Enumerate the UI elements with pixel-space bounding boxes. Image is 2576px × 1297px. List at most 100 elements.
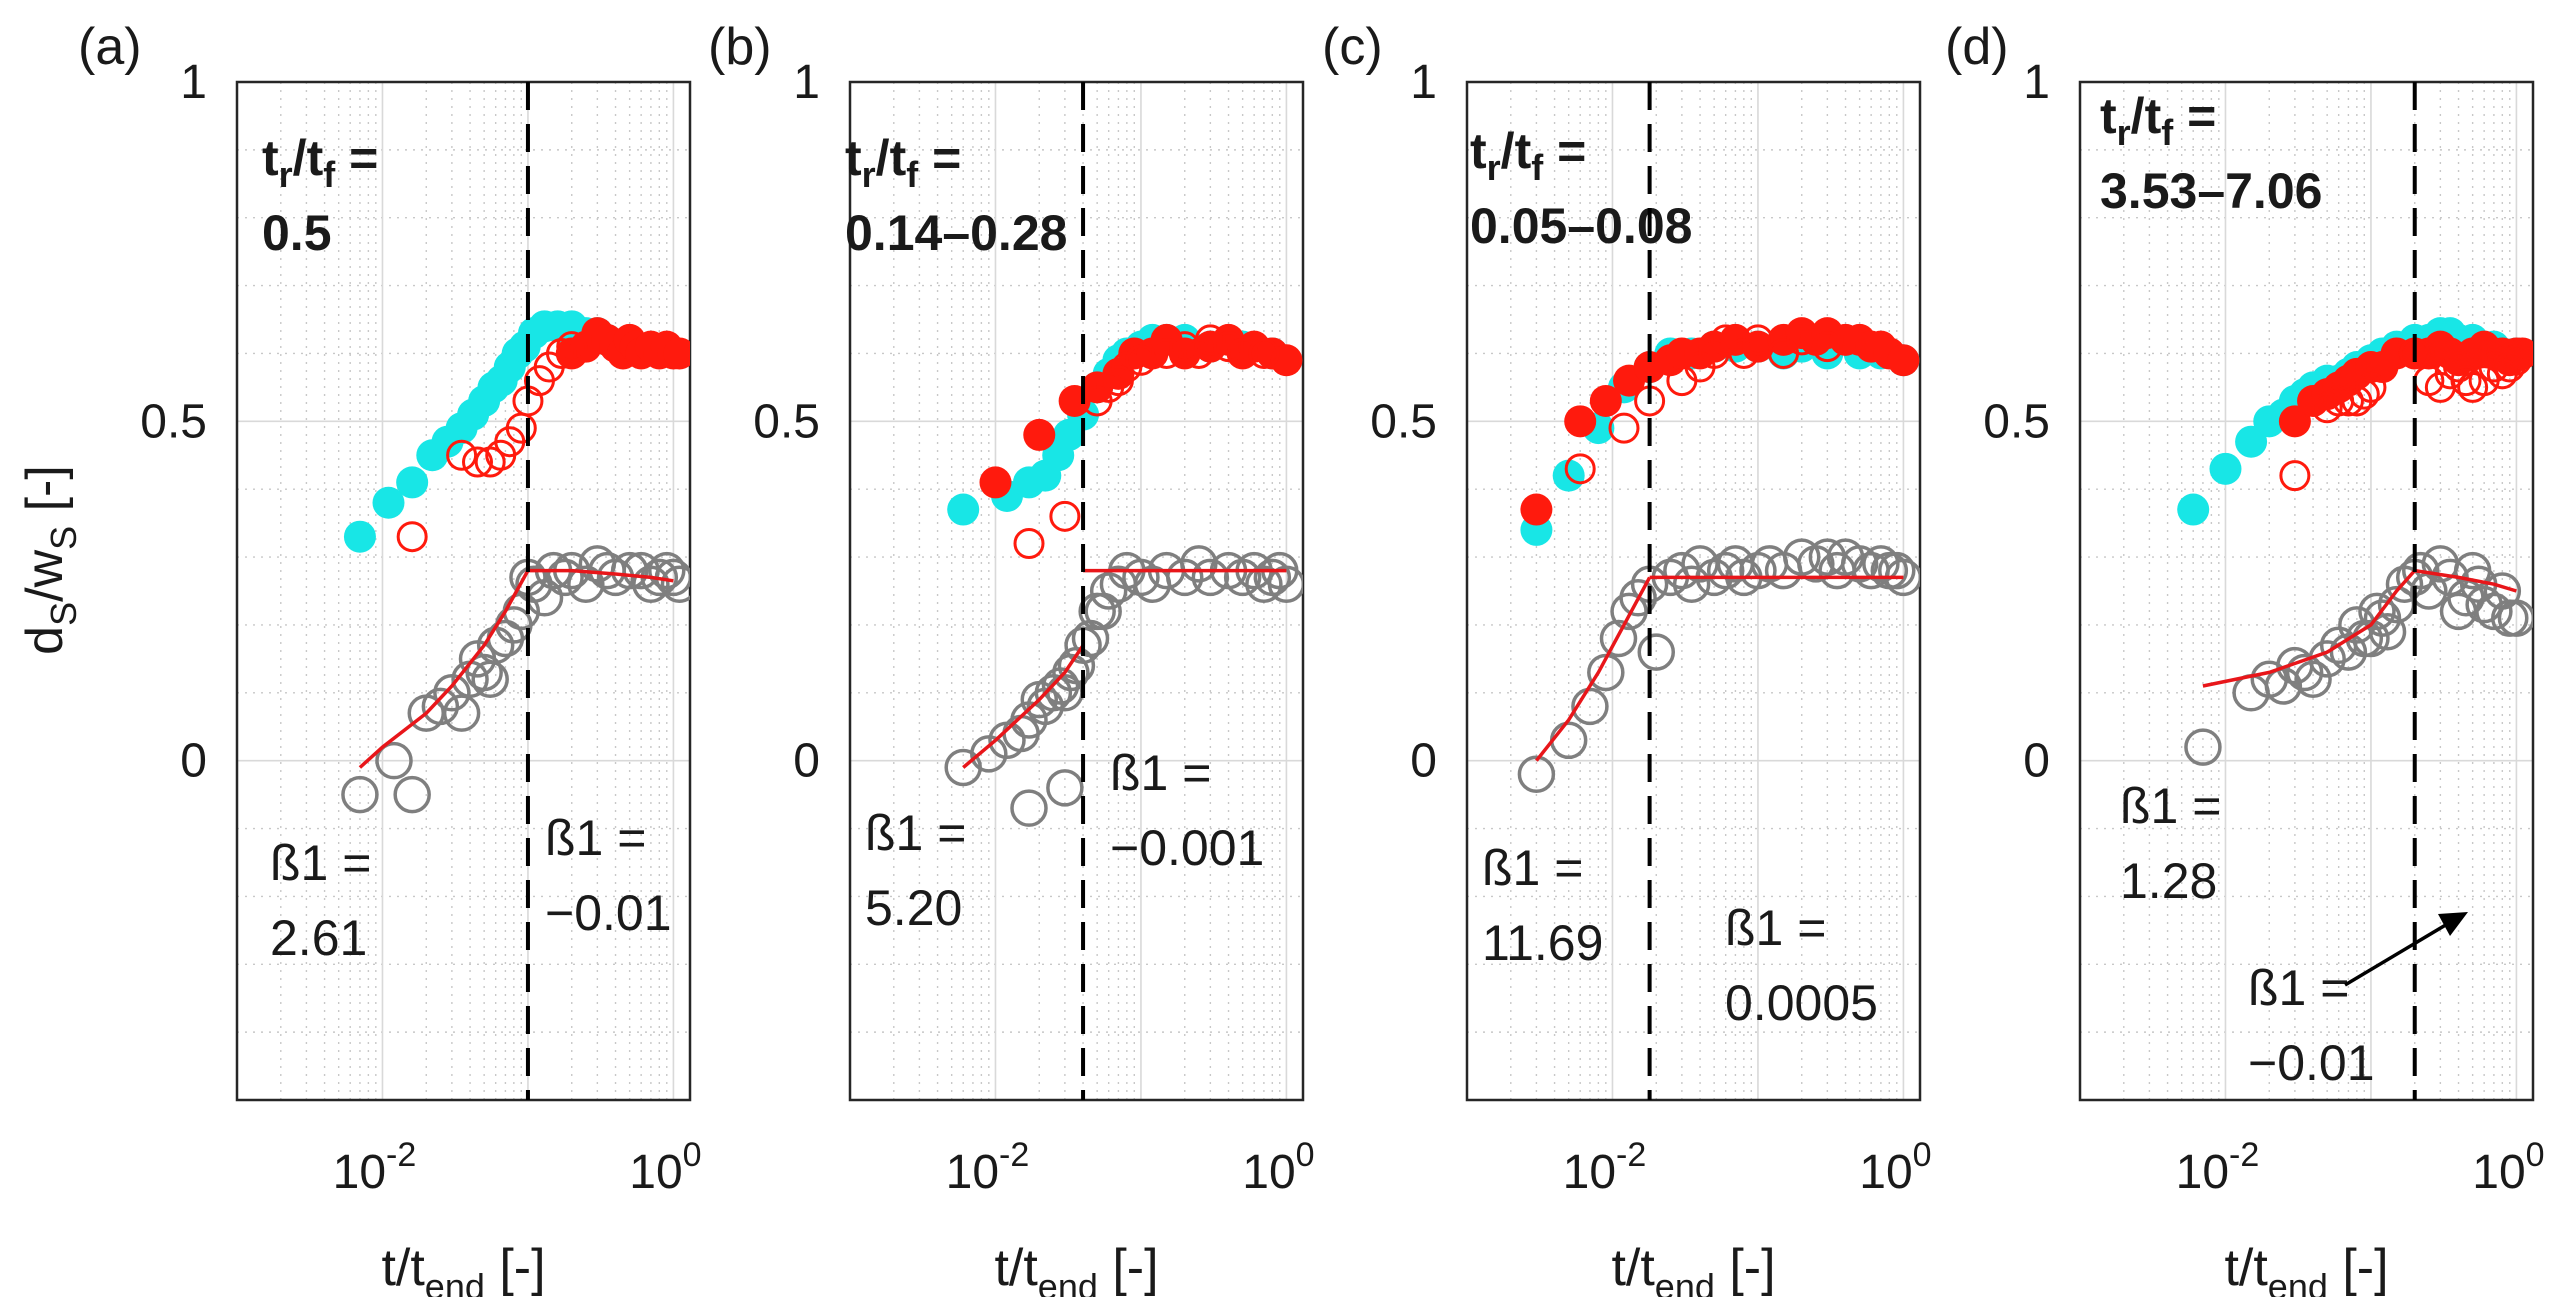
beta-value: 2.61 — [270, 910, 367, 966]
beta-arrow — [2344, 918, 2455, 987]
red-filled-point — [663, 337, 690, 370]
x-tick-label: 100 — [2472, 1136, 2544, 1199]
grey-open-point — [1637, 633, 1676, 671]
grey-open-point — [2352, 619, 2390, 658]
fit-before-line — [2202, 569, 2417, 688]
grey-open-point — [2184, 728, 2222, 766]
grey-open-point — [375, 741, 413, 780]
beta-value: −0.01 — [545, 885, 672, 941]
grey-open-point — [1862, 545, 1900, 583]
y-tick-label: 1 — [793, 56, 820, 109]
grey-open-point — [1571, 687, 1609, 726]
red-filled-point — [1023, 418, 1056, 451]
grey-open-point — [2285, 653, 2324, 692]
red-filled-point — [979, 466, 1012, 499]
ratio-label: tr/tf = — [845, 130, 961, 195]
axes-frame — [235, 80, 692, 1102]
red-open-point — [2279, 460, 2311, 492]
series-layer — [341, 310, 690, 814]
red-open-point — [1248, 337, 1280, 369]
beta-value: 0.0005 — [1725, 975, 1878, 1031]
fit-after-line — [527, 568, 674, 583]
grey-open-point — [1619, 579, 1657, 617]
red-filled-point — [1887, 344, 1920, 377]
cyan-point — [396, 466, 429, 499]
ratio-label: tr/tf = — [262, 130, 378, 195]
ratio-value: 0.05–0.08 — [1470, 198, 1692, 254]
red-open-point — [1742, 324, 1774, 356]
panel-c: 1 0.5 0 10-2 100 t/tend [-] (c) tr/tf = 0.05–0.0… — [1322, 18, 1932, 1297]
grey-open-point — [393, 775, 431, 814]
x-tick-label: 100 — [1859, 1136, 1931, 1199]
ratio-value: 3.53–7.06 — [2100, 163, 2322, 219]
beta-label: ß1 = — [865, 805, 966, 861]
fit-before-line — [962, 644, 1085, 769]
series-layer — [1517, 317, 1920, 793]
y-tick-label: 0.5 — [1983, 395, 2050, 448]
grey-open-point — [610, 551, 649, 590]
grey-open-point — [1672, 565, 1711, 603]
red-open-point — [1111, 351, 1143, 383]
red-open-point — [2478, 351, 2510, 383]
red-open-point — [1270, 344, 1302, 376]
red-open-point — [2434, 358, 2466, 390]
red-open-point — [1093, 371, 1125, 403]
y-tick-label: 0 — [793, 735, 820, 788]
grey-open-point — [1267, 565, 1303, 603]
red-open-point — [396, 521, 428, 553]
ratio-value: 0.5 — [262, 205, 332, 261]
red-open-point — [1049, 500, 1081, 532]
red-open-point — [1013, 527, 1045, 559]
series-layer — [944, 323, 1303, 827]
grey-open-point — [567, 565, 605, 603]
grey-open-point — [2475, 592, 2513, 631]
x-tick-label: 10-2 — [946, 1136, 1030, 1199]
ratio-label: tr/tf = — [1470, 123, 1586, 188]
red-open-point — [462, 446, 494, 478]
beta-label: ß1 = — [2120, 778, 2221, 834]
grey-open-point — [341, 775, 379, 814]
grey-open-point — [1599, 619, 1638, 658]
x-axis-label: t/tend [-] — [381, 1239, 545, 1297]
grey-open-point — [1010, 789, 1048, 827]
cyan-point — [947, 493, 980, 526]
grey-open-point — [660, 565, 690, 603]
y-tick-label: 0 — [1410, 735, 1437, 788]
y-tick-label: 0 — [2023, 735, 2050, 788]
red-open-point — [2500, 344, 2532, 376]
ratio-value: 0.14–0.28 — [845, 205, 1067, 261]
beta-label: ß1 = — [270, 835, 371, 891]
red-filled-point — [1741, 330, 1774, 363]
beta-label: ß1 = — [2248, 960, 2349, 1016]
axes-frame — [1465, 80, 1922, 1102]
x-tick-label: 100 — [629, 1136, 701, 1199]
grey-open-point — [1180, 545, 1218, 583]
red-open-point — [2355, 371, 2387, 403]
grey-open-point — [1517, 755, 1556, 793]
grey-open-point — [2368, 612, 2407, 651]
panel-letter: (c) — [1322, 18, 1383, 76]
grey-open-point — [2294, 660, 2332, 698]
beta-value: 11.69 — [1482, 915, 1603, 971]
series-layer — [2177, 317, 2533, 766]
y-tick-label: 0.5 — [140, 395, 207, 448]
grey-open-point — [546, 558, 584, 597]
red-open-point — [2332, 385, 2364, 417]
y-tick-label: 0.5 — [1370, 395, 1437, 448]
x-tick-label: 100 — [1242, 1136, 1314, 1199]
red-open-point — [2348, 378, 2380, 410]
red-filled-point — [1564, 405, 1597, 438]
red-filled-point — [1589, 384, 1622, 417]
y-axis-label: dS/wS [-] — [16, 465, 84, 655]
y-tick-label: 1 — [180, 56, 207, 109]
x-tick-label: 10-2 — [1563, 1136, 1647, 1199]
fit-after-line — [2414, 568, 2517, 593]
red-open-point — [1564, 453, 1596, 485]
x-axis-label: t/tend [-] — [994, 1239, 1158, 1297]
y-tick-label: 1 — [2023, 56, 2050, 109]
panel-letter: (b) — [708, 18, 772, 76]
y-tick-label: 1 — [1410, 56, 1437, 109]
panel-a: 1 0.5 0 10-2 100 t/tend [-] (a) tr/tf = 0.5 ß1 = 2… — [78, 18, 702, 1297]
red-open-point — [1194, 324, 1226, 356]
